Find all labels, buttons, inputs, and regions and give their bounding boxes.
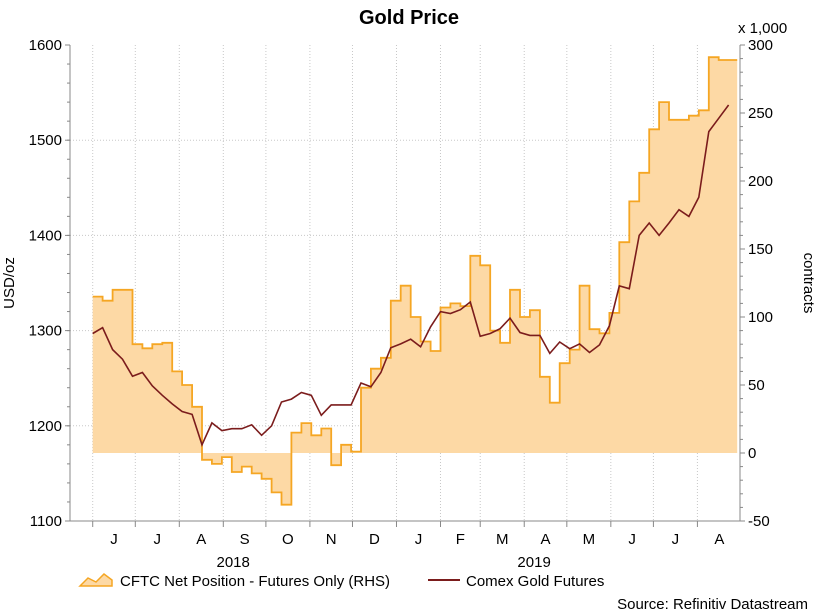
year-label: 2019 xyxy=(517,554,550,571)
left-tick-label: 1100 xyxy=(30,513,62,530)
legend-item-cftc: CFTC Net Position - Futures Only (RHS) xyxy=(78,573,390,590)
left-tick-label: 1400 xyxy=(29,227,62,244)
left-tick-label: 1600 xyxy=(29,37,62,54)
right-tick-label: 100 xyxy=(748,309,773,326)
legend-swatch-area xyxy=(78,573,113,587)
right-axis-multiplier: x 1,000 xyxy=(738,20,787,37)
month-label: S xyxy=(240,531,250,548)
source-note: Source: Refinitiv Datastream xyxy=(617,596,808,613)
month-label: D xyxy=(369,531,380,548)
month-label: A xyxy=(196,531,206,548)
left-tick-label: 1300 xyxy=(29,323,62,340)
legend: CFTC Net Position - Futures Only (RHS) C… xyxy=(78,573,604,590)
legend-item-comex: Comex Gold Futures xyxy=(428,573,604,590)
right-tick-label: 200 xyxy=(748,173,773,190)
cftc-area-outline xyxy=(92,56,738,506)
month-label: M xyxy=(583,531,596,548)
right-tick-label: -50 xyxy=(748,513,770,530)
month-label: J xyxy=(110,531,118,548)
comex-line xyxy=(92,104,730,448)
cftc-area-fill xyxy=(92,57,738,505)
left-axis-ticks: 1100 1200 1300 1400 1500 1600 xyxy=(29,37,70,530)
right-tick-label: 150 xyxy=(748,241,773,258)
right-tick-label: 0 xyxy=(748,445,756,462)
month-label: M xyxy=(496,531,509,548)
month-label: J xyxy=(154,531,162,548)
month-label: O xyxy=(282,531,294,548)
right-axis-label: contracts xyxy=(800,253,817,314)
right-tick-label: 250 xyxy=(748,105,773,122)
year-label: 2018 xyxy=(216,554,249,571)
month-label: J xyxy=(672,531,680,548)
x-axis-ticks: J J A S O N D J F M A M J J A 2018 2019 xyxy=(92,521,724,571)
right-tick-label: 300 xyxy=(748,37,773,54)
legend-label-comex: Comex Gold Futures xyxy=(466,573,604,590)
left-tick-label: 1500 xyxy=(29,132,62,149)
chart-title: Gold Price xyxy=(359,7,459,29)
month-label: J xyxy=(628,531,636,548)
month-label: J xyxy=(415,531,423,548)
legend-label-cftc: CFTC Net Position - Futures Only (RHS) xyxy=(120,573,390,590)
axes xyxy=(69,45,741,522)
month-label: A xyxy=(541,531,551,548)
comex-gold-line xyxy=(92,104,730,448)
month-label: F xyxy=(456,531,465,548)
left-tick-label: 1200 xyxy=(29,418,62,435)
cftc-area xyxy=(92,56,738,506)
right-tick-label: 50 xyxy=(748,377,765,394)
month-label: N xyxy=(326,531,337,548)
left-axis-label: USD/oz xyxy=(1,257,18,309)
month-label: A xyxy=(714,531,724,548)
right-axis-ticks: -50 0 50 100 150 200 250 300 xyxy=(740,37,773,530)
